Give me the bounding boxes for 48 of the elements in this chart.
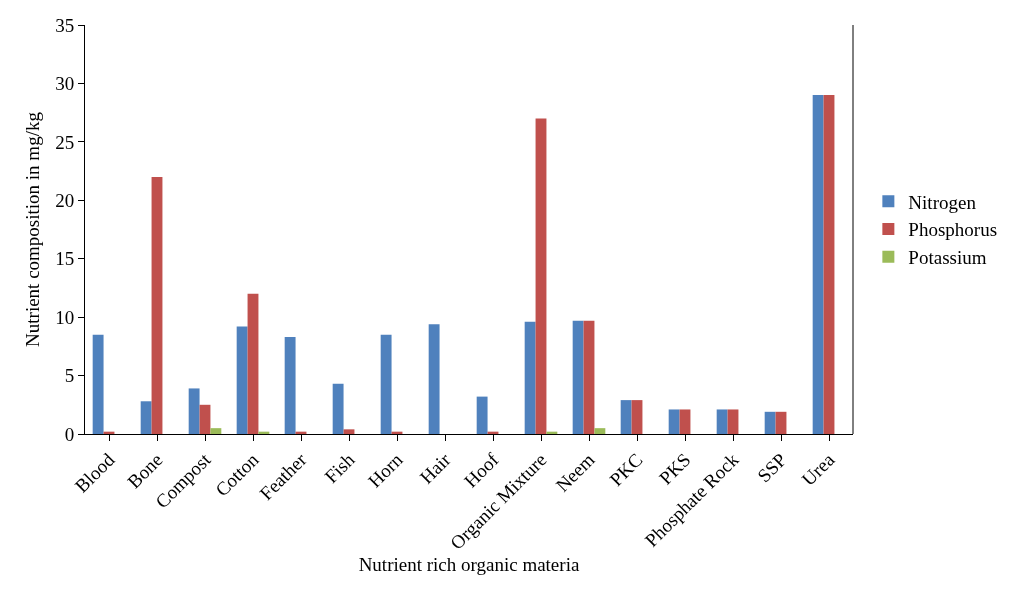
- x-tick-label: Horn: [364, 448, 407, 492]
- bar: [210, 428, 222, 434]
- y-tick-label: 5: [64, 365, 75, 387]
- bar: [631, 400, 643, 434]
- x-tick-label: PKS: [655, 449, 695, 489]
- bar: [332, 383, 344, 434]
- bar: [151, 176, 163, 434]
- y-tick-label: 15: [55, 248, 75, 270]
- y-tick-label: 25: [55, 131, 75, 153]
- y-tick-label: 0: [64, 423, 75, 445]
- bar: [535, 118, 547, 434]
- bar: [572, 320, 584, 434]
- bar: [343, 429, 355, 434]
- y-tick-label: 10: [55, 306, 75, 328]
- x-axis-title: Nutrient rich organic materia: [358, 554, 580, 576]
- bar: [524, 321, 536, 434]
- bar: [620, 400, 632, 434]
- bar: [236, 326, 248, 434]
- x-tick-label: Fish: [320, 448, 359, 487]
- bar: [476, 396, 488, 434]
- y-tick-label: 30: [55, 73, 75, 95]
- bar: [775, 411, 787, 434]
- y-tick-label: 35: [55, 14, 75, 36]
- bar: [583, 320, 595, 434]
- bar: [199, 404, 211, 434]
- bar: [668, 409, 680, 434]
- bar: [140, 401, 152, 434]
- bar: [380, 334, 392, 434]
- x-tick-label: Urea: [797, 448, 839, 490]
- bar: [823, 95, 835, 434]
- y-tick-label: 20: [55, 189, 75, 211]
- legend-label: Phosphorus: [908, 219, 998, 241]
- legend-label: Nitrogen: [908, 191, 977, 213]
- x-tick-label: SSP: [753, 449, 791, 487]
- y-axis-title: Nutrient composition in mg/kg: [22, 111, 44, 347]
- bar: [812, 95, 824, 434]
- bar: [764, 411, 776, 434]
- bar: [247, 293, 259, 434]
- bar: [284, 337, 296, 434]
- x-tick-label: Hair: [415, 448, 456, 488]
- legend-label: Potassium: [908, 247, 987, 269]
- bar: [428, 324, 440, 434]
- bar: [594, 428, 606, 434]
- bar: [716, 409, 728, 434]
- bar: [727, 409, 739, 434]
- bar: [679, 409, 691, 434]
- bar: [188, 388, 200, 434]
- bar: [92, 334, 104, 434]
